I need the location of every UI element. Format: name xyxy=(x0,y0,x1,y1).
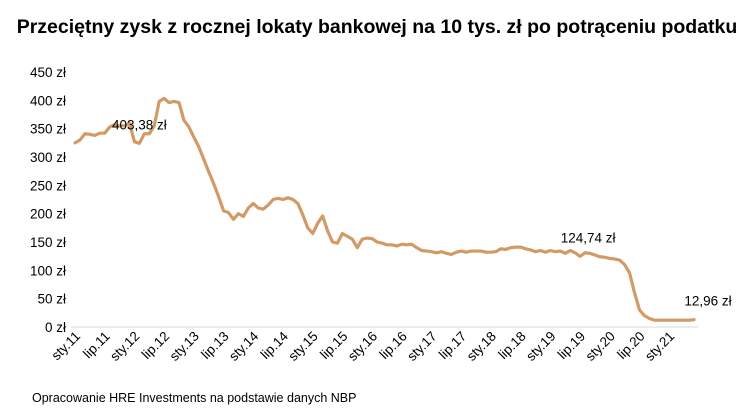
data-annotation: 403,38 zł xyxy=(112,117,167,132)
x-tick-label: sty.17 xyxy=(404,329,439,364)
y-tick-label: 200 zł xyxy=(30,207,66,222)
x-tick-label: sty.16 xyxy=(345,329,380,364)
data-annotation: 124,74 zł xyxy=(561,230,616,245)
y-tick-label: 400 zł xyxy=(30,93,66,108)
x-tick-label: sty.13 xyxy=(167,329,202,364)
chart-title: Przeciętny zysk z rocznej lokaty bankowe… xyxy=(16,16,738,38)
annotations: 403,38 zł 124,74 zł 12,96 zł xyxy=(112,117,732,308)
x-tick-label: lip.20 xyxy=(614,329,647,362)
x-tick-label: sty.18 xyxy=(464,329,499,364)
y-tick-label: 300 zł xyxy=(30,150,66,165)
x-tick-label: sty.19 xyxy=(523,329,558,364)
x-tick-label: lip.16 xyxy=(377,329,410,362)
y-tick-label: 100 zł xyxy=(30,263,66,278)
x-tick-label: lip.11 xyxy=(80,329,113,362)
x-tick-label: sty.14 xyxy=(226,328,262,364)
y-tick-label: 450 zł xyxy=(30,65,66,80)
x-tick-label: lip.15 xyxy=(317,329,350,362)
y-tick-label: 350 zł xyxy=(30,122,66,137)
x-tick-label: lip.19 xyxy=(555,329,588,362)
x-tick-label: lip.17 xyxy=(436,329,469,362)
x-tick-label: lip.18 xyxy=(495,329,528,362)
y-tick-label: 50 zł xyxy=(37,292,66,307)
series-line xyxy=(73,96,696,322)
x-tick-label: sty.12 xyxy=(107,329,142,364)
data-annotation: 12,96 zł xyxy=(684,294,731,309)
x-tick-label: sty.15 xyxy=(285,329,320,364)
y-tick-label: 250 zł xyxy=(30,178,66,193)
y-axis-tick-labels: 0 zł 50 zł 100 zł 150 zł 200 zł 250 zł 300 zł 3… xyxy=(30,65,66,335)
x-tick-label: sty.21 xyxy=(642,329,677,364)
x-tick-label: lip.12 xyxy=(139,329,172,362)
source-note: Opracowanie HRE Investments na podstawie… xyxy=(32,391,357,405)
x-axis-tick-labels: sty.11lip.11sty.12lip.12sty.13lip.13sty.… xyxy=(48,328,677,364)
x-tick-label: sty.20 xyxy=(583,329,618,364)
x-tick-label: lip.13 xyxy=(198,329,231,362)
y-tick-label: 150 zł xyxy=(30,235,66,250)
x-tick-label: lip.14 xyxy=(258,328,292,362)
y-tick-label: 0 zł xyxy=(45,320,66,335)
series-group xyxy=(73,96,696,322)
